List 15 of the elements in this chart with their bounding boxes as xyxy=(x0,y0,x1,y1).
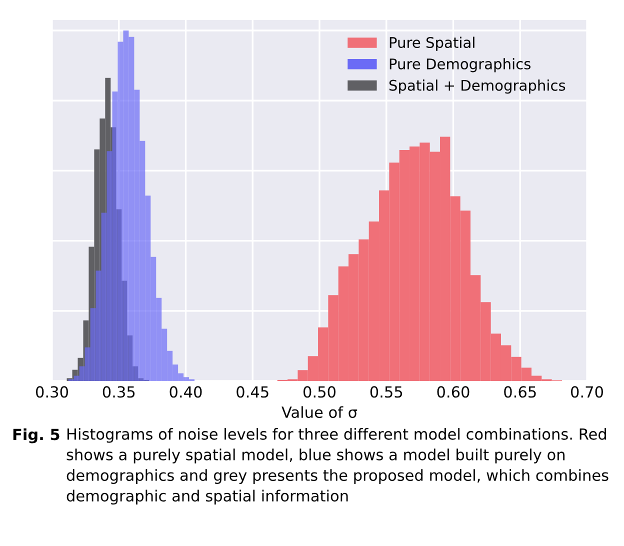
legend-label: Pure Spatial xyxy=(390,36,474,51)
x-tick-label: 0.50 xyxy=(304,386,336,398)
x-tick-label: 0.30 xyxy=(36,386,68,398)
legend-label: Spatial + Demographics xyxy=(389,80,566,94)
legend-label: Pure Demographics xyxy=(390,58,530,72)
x-tick-label: 0.45 xyxy=(236,386,268,398)
text: Histograms of noise levels for three different model combinations. Red shows a purely spatial model, blue shows a model built purely on demographics and grey presents the proposed model, which combines demographic and spatial information xyxy=(66,428,608,505)
x-tick-label: 0.35 xyxy=(102,386,135,398)
x-tick-label: 0.40 xyxy=(170,386,202,398)
x-axis-title: Value of σ xyxy=(282,406,358,418)
x-tick-label: 0.70 xyxy=(571,386,603,398)
x-tick-label: 0.60 xyxy=(437,386,470,398)
x-tick-label: 0.65 xyxy=(504,386,536,398)
caption: Fig. 5 xyxy=(13,428,60,444)
x-tick-label: 0.55 xyxy=(370,386,402,398)
